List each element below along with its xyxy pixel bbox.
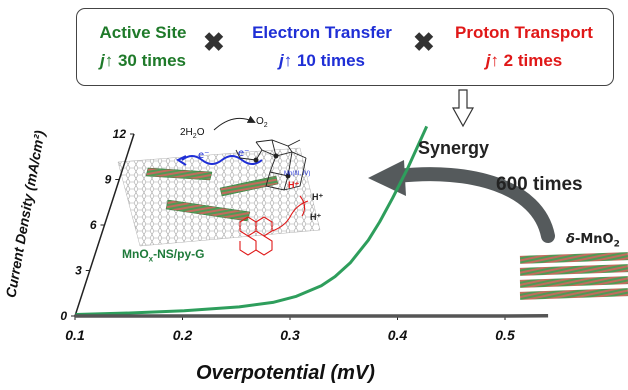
- x-axis-label: Overpotential (mV): [196, 362, 375, 384]
- electron-transfer-label: Electron Transfer: [252, 23, 392, 42]
- electron-transfer-path: [181, 155, 263, 165]
- mn-cluster-structure: [235, 139, 307, 191]
- proton-label: H⁺: [288, 180, 299, 190]
- catalyst-label: MnOx-NS/py-G: [122, 247, 205, 264]
- y-tick-label: 9: [105, 173, 112, 187]
- x-tick-label: 0.4: [388, 327, 408, 343]
- proton-label: H⁺: [310, 212, 321, 222]
- electron-label: e⁻: [238, 148, 249, 159]
- enhancement-banner: Active Site j↑ 30 times ✖ Electron Trans…: [76, 8, 614, 86]
- proton-transport-factor: Proton Transport j↑ 2 times: [439, 19, 609, 75]
- oxygen-label: O2: [256, 116, 268, 129]
- delta-mno2-label: δ-MnO2: [566, 232, 620, 250]
- electron-transfer-value: ↑ 10 times: [283, 51, 365, 70]
- x-tick-label: 0.2: [173, 327, 193, 343]
- synergy-arrowhead: [368, 160, 406, 196]
- y-tick-label: 3: [75, 264, 82, 278]
- electron-label: e⁻: [198, 150, 209, 161]
- nanosheet: [219, 175, 279, 197]
- proton-label: H⁺: [312, 192, 323, 202]
- delta-mno2-layers: [519, 252, 628, 300]
- nanosheet: [145, 167, 213, 181]
- nanosheet: [165, 199, 251, 222]
- electron-transfer-factor: Electron Transfer j↑ 10 times: [229, 19, 415, 75]
- multiply-icon: ✖: [203, 27, 225, 57]
- j-symbol: j: [100, 51, 105, 70]
- multiply-icon: ✖: [413, 27, 435, 57]
- synergy-curved-arrow: [391, 167, 555, 243]
- active-site-label: Active Site: [99, 23, 187, 42]
- water-label: 2H2O: [180, 127, 205, 140]
- series-line-1: [75, 125, 429, 316]
- proton-transport-label: Proton Transport: [455, 23, 593, 42]
- oxidation-arrow: [213, 115, 256, 131]
- x-tick-label: 0.5: [495, 327, 515, 343]
- x-tick-label: 0.3: [280, 327, 300, 343]
- j-symbol: j: [485, 51, 491, 70]
- j-symbol: j: [279, 51, 284, 70]
- mn-oxidation-label: Mn(III, IV): [284, 171, 310, 177]
- improvement-label: 600 times: [496, 174, 583, 195]
- y-tick-label: 0: [60, 309, 67, 323]
- pyrene-molecule: [239, 195, 309, 256]
- proton-transport-value: ↑ 2 times: [490, 51, 563, 70]
- x-tick-label: 0.1: [65, 327, 85, 343]
- chart-series: [75, 125, 549, 318]
- synergy-down-arrow: [451, 89, 475, 128]
- active-site-value: ↑ 30 times: [104, 51, 186, 70]
- y-tick-label: 6: [90, 218, 97, 232]
- y-tick-label: 12: [113, 127, 127, 141]
- electron-arrowhead: [175, 155, 187, 166]
- chart-ticks: 0.1 0.2 0.3 0.4 0.5 0 3 6 9 12: [60, 127, 515, 343]
- active-site-factor: Active Site j↑ 30 times: [83, 19, 203, 75]
- synergy-label: Synergy: [418, 138, 490, 158]
